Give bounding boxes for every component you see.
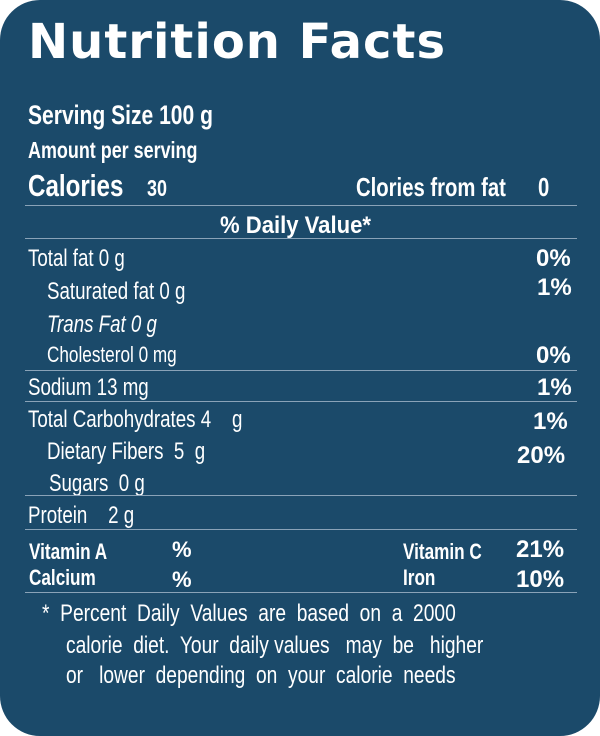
vitamin-a-label: Vitamin A (29, 539, 108, 564)
calories-value: 30 (147, 175, 167, 201)
nutrient-trans-fat: Trans Fat 0 g (47, 311, 157, 338)
nutrient-cholesterol: Cholesterol 0 mg (47, 342, 177, 367)
nutrient-protein: Protein 2 g (28, 502, 135, 529)
daily-value-header: % Daily Value* (220, 212, 371, 239)
dv-total-fat: 0% (536, 245, 571, 272)
vitamin-a-value: % (172, 537, 192, 562)
vitamin-c-label: Vitamin C (403, 539, 482, 564)
iron-label: Iron (403, 565, 436, 590)
nutrient-total-fat: Total fat 0 g (28, 245, 125, 272)
nutrient-sodium: Sodium 13 mg (28, 374, 149, 401)
nutrient-total-carbohydrates: Total Carbohydrates 4 g (28, 406, 243, 433)
footnote-line-3: or lower depending on your calorie needs (66, 662, 456, 689)
dv-sodium: 1% (537, 374, 572, 401)
nutrient-sugars: Sugars 0 g (49, 470, 145, 497)
nutrient-saturated-fat: Saturated fat 0 g (47, 278, 186, 305)
dv-total-carbohydrates: 1% (533, 408, 568, 435)
dv-cholesterol: 0% (536, 342, 571, 369)
divider (25, 238, 577, 239)
calories-label: Calories (28, 168, 124, 203)
title: Nutrition Facts (28, 14, 447, 70)
calories-from-fat-value: 0 (538, 172, 550, 202)
calcium-label: Calcium (29, 565, 96, 590)
divider (25, 529, 577, 530)
divider (25, 205, 577, 206)
divider (25, 370, 577, 371)
divider (25, 401, 577, 402)
iron-value: 10% (516, 566, 565, 593)
calcium-value: % (172, 567, 192, 592)
amount-per-serving: Amount per serving (28, 137, 198, 163)
nutrient-dietary-fibers: Dietary Fibers 5 g (47, 438, 206, 465)
divider (25, 495, 577, 496)
footnote-line-1: * Percent Daily Values are based on a 20… (42, 600, 456, 627)
calories-from-fat-label: Clories from fat (356, 172, 506, 202)
dv-saturated-fat: 1% (537, 274, 572, 301)
footnote-line-2: calorie diet. Your daily values may be h… (66, 632, 484, 659)
dv-dietary-fibers: 20% (517, 442, 566, 469)
serving-size: Serving Size 100 g (28, 100, 213, 130)
divider (25, 592, 577, 593)
vitamin-c-value: 21% (516, 536, 565, 563)
